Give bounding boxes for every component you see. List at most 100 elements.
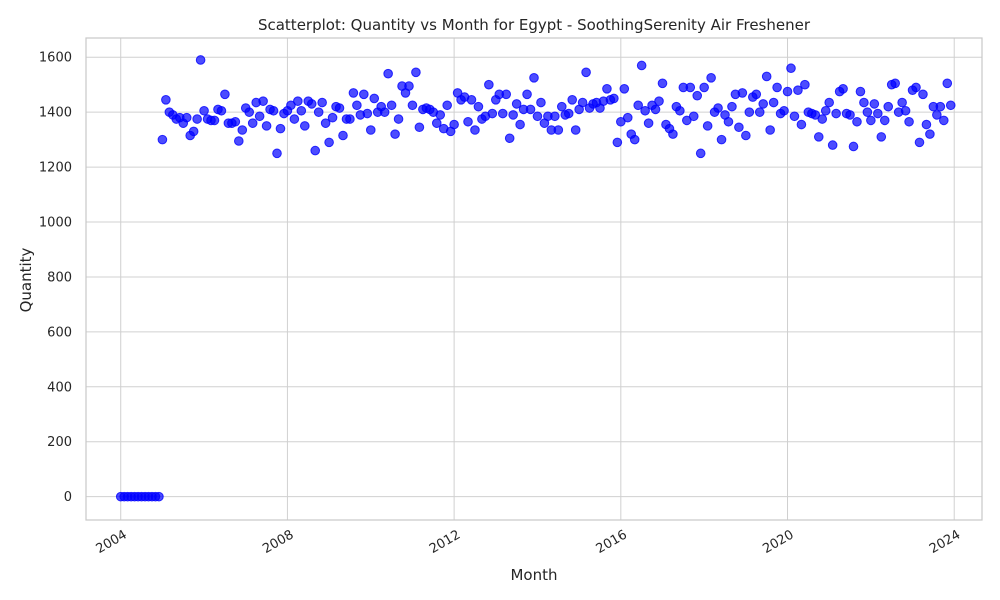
data-point	[932, 110, 942, 120]
data-point	[744, 107, 755, 117]
data-point	[616, 116, 626, 127]
data-point	[772, 82, 782, 93]
data-point	[695, 148, 706, 159]
data-point	[622, 112, 633, 123]
data-point	[699, 82, 709, 93]
data-point	[570, 125, 581, 135]
data-point	[751, 89, 762, 100]
data-point	[296, 105, 307, 116]
data-point	[688, 111, 699, 122]
y-tick-label: 200	[47, 435, 72, 450]
data-point	[636, 60, 647, 71]
x-axis-label: Month	[510, 566, 557, 584]
data-point	[470, 125, 480, 135]
data-point	[414, 122, 425, 133]
data-point	[442, 100, 452, 111]
data-point	[157, 134, 168, 145]
y-tick-label: 0	[64, 490, 72, 505]
data-point	[800, 79, 810, 90]
data-point	[563, 108, 574, 119]
data-point	[692, 90, 703, 101]
x-tick-label: 2016	[594, 527, 630, 557]
data-point	[904, 116, 914, 127]
data-point	[945, 100, 956, 111]
data-point	[435, 110, 446, 120]
data-point	[466, 94, 477, 105]
data-point	[463, 116, 473, 127]
data-point	[261, 121, 272, 131]
data-point	[411, 67, 421, 78]
data-point	[810, 110, 821, 120]
data-point	[838, 84, 848, 94]
data-point	[522, 89, 532, 100]
data-point	[643, 118, 654, 128]
data-point	[536, 97, 546, 108]
data-point	[286, 100, 296, 111]
data-point	[866, 115, 876, 126]
data-point	[386, 100, 397, 111]
data-point	[275, 123, 286, 134]
data-point	[192, 114, 202, 124]
data-point	[813, 132, 824, 142]
data-point	[473, 101, 484, 112]
data-point	[938, 115, 949, 126]
y-tick-label: 1600	[39, 51, 72, 66]
data-point	[449, 119, 459, 130]
data-point	[348, 88, 359, 98]
data-point	[827, 140, 838, 150]
data-point	[925, 129, 935, 139]
data-point	[609, 93, 619, 104]
data-point	[484, 79, 494, 90]
data-point	[244, 107, 255, 117]
x-tick-label: 2012	[427, 527, 463, 557]
plot-frame	[85, 37, 983, 521]
data-point	[299, 121, 310, 131]
y-tick-label: 1000	[39, 216, 72, 231]
data-point	[345, 114, 355, 124]
data-point	[675, 105, 685, 116]
data-point	[897, 97, 907, 108]
data-point	[577, 97, 588, 108]
data-point	[793, 85, 803, 95]
data-point	[556, 101, 567, 112]
data-point	[550, 111, 560, 122]
data-point	[935, 101, 946, 112]
data-point	[848, 141, 859, 152]
data-point	[817, 114, 828, 124]
data-point	[320, 118, 331, 128]
data-point	[529, 73, 539, 83]
x-tick-label: 2024	[927, 527, 963, 557]
data-point	[317, 97, 327, 108]
data-point	[230, 116, 241, 127]
y-tick-label: 600	[47, 325, 72, 340]
data-point	[365, 125, 376, 135]
x-tick-label: 2004	[94, 527, 130, 557]
data-point	[831, 108, 841, 119]
data-point	[359, 89, 369, 100]
data-point	[268, 105, 279, 116]
y-tick-label: 800	[47, 270, 72, 285]
data-point	[900, 105, 911, 116]
data-point	[845, 110, 855, 120]
data-point	[497, 108, 508, 119]
data-point	[383, 68, 393, 79]
y-tick-label: 1200	[39, 161, 72, 176]
data-point	[737, 88, 748, 98]
data-point	[602, 84, 612, 94]
data-point	[758, 99, 769, 109]
data-point	[786, 63, 796, 74]
data-point	[682, 115, 692, 126]
ticks-layer: 0 200 400 600 800 1000 1200 1400 1600 2004 2008 201…	[39, 51, 963, 557]
data-point	[237, 125, 248, 135]
data-point	[313, 107, 324, 117]
data-point	[234, 136, 244, 146]
data-point	[852, 116, 862, 127]
data-point	[768, 97, 779, 108]
data-point	[199, 105, 209, 116]
data-point	[188, 126, 199, 137]
data-point	[306, 99, 317, 109]
data-point	[713, 103, 723, 113]
data-point	[876, 132, 887, 142]
data-point	[654, 96, 664, 106]
